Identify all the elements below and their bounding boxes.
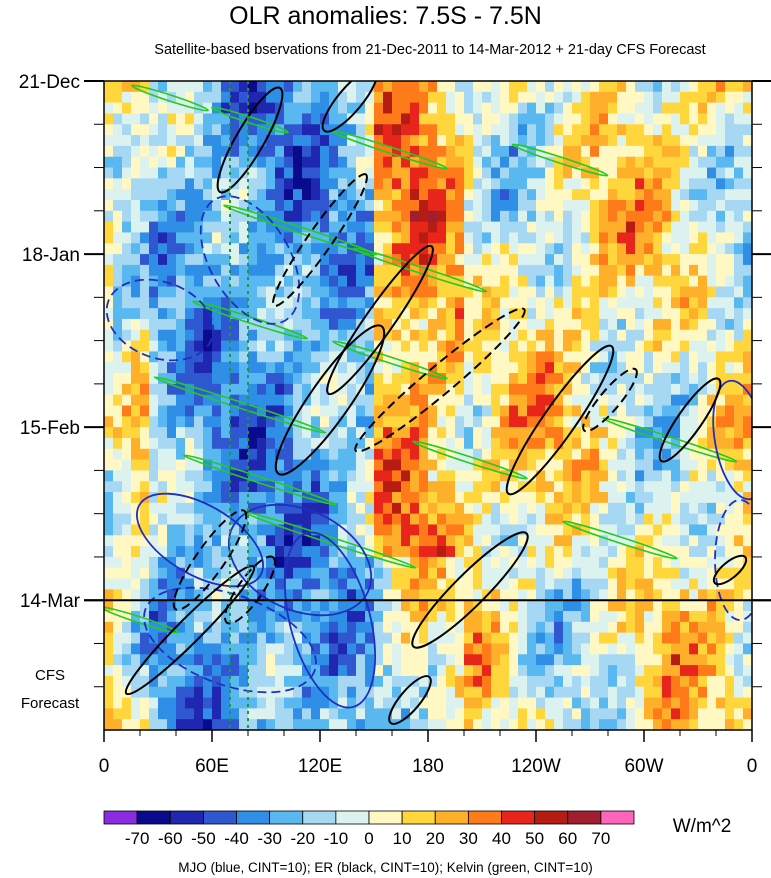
colorbar-box xyxy=(368,810,403,825)
colorbar-box xyxy=(136,810,171,825)
colorbar-label: 10 xyxy=(393,829,412,848)
forecast-label: CFS xyxy=(35,667,65,684)
colorbar-box xyxy=(236,810,271,825)
colorbar-box xyxy=(467,810,502,825)
colorbar-box xyxy=(600,810,635,825)
x-tick-label: 60E xyxy=(195,756,229,777)
colorbar-label: 0 xyxy=(364,829,373,848)
chart-subtitle: Satellite-based bservations from 21-Dec-… xyxy=(154,42,706,58)
colorbar-units: W/m^2 xyxy=(673,816,732,837)
colorbar-label: -60 xyxy=(158,829,183,848)
wave-contours xyxy=(104,81,752,730)
forecast-label: Forecast xyxy=(21,695,80,712)
colorbar-label: 40 xyxy=(492,829,511,848)
colorbar-label: -30 xyxy=(257,829,282,848)
colorbar-box xyxy=(434,810,469,825)
colorbar-label: 50 xyxy=(525,829,544,848)
x-tick-label: 0 xyxy=(747,756,758,777)
colorbar-label: -40 xyxy=(224,829,249,848)
colorbar-box xyxy=(169,810,204,825)
colorbar: -70 -60 -50 -40 -30 -20 -10 0 10 20 30 40 50 60 70 W/m^… xyxy=(103,810,732,848)
colorbar-box xyxy=(335,810,370,825)
colorbar-box xyxy=(302,810,337,825)
colorbar-box xyxy=(401,810,436,825)
chart-title: OLR anomalies: 7.5S - 7.5N xyxy=(229,2,542,30)
colorbar-box xyxy=(567,810,602,825)
colorbar-box xyxy=(103,810,138,825)
y-tick-label: 18-Jan xyxy=(22,245,80,266)
x-tick-label: 180 xyxy=(412,756,444,777)
y-tick-label: 21-Dec xyxy=(19,72,80,93)
colorbar-label: 30 xyxy=(459,829,478,848)
colorbar-box xyxy=(534,810,569,825)
colorbar-label: 70 xyxy=(591,829,610,848)
colorbar-label: -50 xyxy=(191,829,216,848)
colorbar-box xyxy=(269,810,304,825)
contour-legend-note: MJO (blue, CINT=10); ER (black, CINT=10)… xyxy=(178,860,593,875)
colorbar-label: 20 xyxy=(426,829,445,848)
x-tick-label: 120E xyxy=(298,756,342,777)
olr-anomaly-field xyxy=(104,81,752,730)
colorbar-box xyxy=(202,810,237,825)
colorbar-label: -20 xyxy=(290,829,315,848)
x-tick-label: 60W xyxy=(624,756,663,777)
colorbar-box xyxy=(501,810,536,825)
colorbar-label: -70 xyxy=(125,829,150,848)
y-tick-label: 15-Feb xyxy=(20,418,80,439)
x-tick-label: 120W xyxy=(511,756,561,777)
colorbar-label: 60 xyxy=(558,829,577,848)
plot-axes: 0 60E 120E 180 120W 60W 0 21-Dec 18-Jan 15-Feb 14-… xyxy=(19,72,771,777)
x-tick-label: 0 xyxy=(99,756,110,777)
colorbar-label: -10 xyxy=(324,829,349,848)
y-tick-label: 14-Mar xyxy=(20,591,81,612)
